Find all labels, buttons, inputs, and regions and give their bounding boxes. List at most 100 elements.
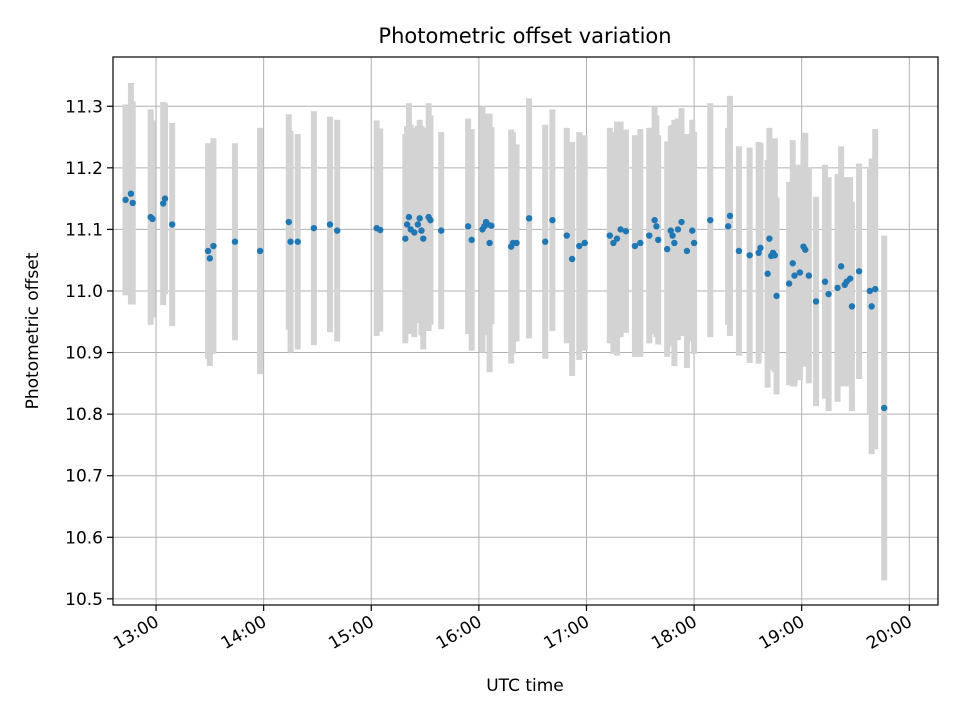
- data-point: [256, 247, 264, 255]
- data-point: [287, 238, 294, 245]
- data-point: [438, 227, 445, 234]
- data-point: [377, 226, 384, 234]
- data-point: [726, 212, 734, 220]
- data-point: [420, 235, 427, 242]
- data-point: [789, 260, 796, 267]
- data-point: [631, 242, 639, 250]
- data-point: [802, 246, 809, 253]
- data-point: [576, 242, 583, 250]
- data-point: [525, 215, 533, 222]
- data-point: [231, 238, 239, 245]
- data-point: [402, 235, 409, 242]
- data-point: [821, 278, 829, 285]
- data-point: [757, 244, 764, 252]
- data-point: [613, 235, 621, 242]
- data-point: [812, 298, 820, 305]
- data-point: [880, 404, 888, 412]
- data-point: [855, 268, 863, 275]
- data-point: [724, 223, 732, 230]
- data-point: [210, 242, 217, 250]
- data-point: [204, 247, 212, 255]
- data-point: [868, 303, 875, 310]
- data-point: [285, 218, 292, 226]
- data-point: [122, 196, 129, 204]
- data-point: [872, 285, 879, 293]
- data-point: [168, 221, 176, 228]
- data-point: [651, 216, 658, 224]
- data-point: [414, 221, 422, 228]
- data-point: [785, 280, 793, 287]
- y-tick-label: 11.1: [65, 220, 103, 240]
- data-point: [690, 239, 698, 247]
- data-point: [771, 252, 778, 259]
- data-point: [310, 224, 318, 232]
- data-point: [667, 227, 674, 234]
- y-axis: 10.5 10.6 10.7 10.8 10.9 11.0 11.1 11.2 11.3: [65, 97, 113, 610]
- data-point: [416, 215, 423, 222]
- y-tick-label: 10.8: [65, 405, 103, 425]
- y-tick-label: 10.5: [65, 590, 103, 610]
- data-point: [773, 292, 780, 300]
- y-tick-label: 11.3: [65, 97, 103, 117]
- y-tick-label: 11.0: [65, 282, 103, 302]
- data-point: [568, 255, 576, 263]
- data-point: [427, 216, 434, 224]
- data-point: [766, 235, 773, 242]
- data-point: [825, 290, 832, 298]
- grid: [113, 57, 938, 605]
- data-point: [678, 218, 685, 226]
- data-point: [206, 255, 214, 262]
- y-tick-label: 10.9: [65, 344, 103, 364]
- data-point: [411, 229, 418, 236]
- x-axis-label: UTC time: [486, 676, 564, 696]
- data-point: [834, 284, 841, 292]
- data-point: [689, 227, 696, 234]
- data-point: [637, 239, 644, 247]
- data-point: [669, 232, 676, 239]
- data-point: [671, 239, 678, 247]
- data-point: [837, 263, 845, 270]
- data-point: [735, 247, 743, 255]
- data-point: [866, 287, 874, 295]
- data-point: [791, 272, 798, 279]
- data-point: [149, 215, 156, 223]
- data-point: [418, 227, 425, 234]
- data-point: [294, 238, 301, 245]
- data-point: [160, 200, 167, 207]
- data-point: [848, 303, 856, 310]
- data-point: [129, 199, 136, 207]
- data-point: [674, 226, 682, 233]
- data-point: [464, 223, 472, 230]
- data-point: [707, 216, 714, 224]
- data-point: [488, 222, 495, 229]
- data-point: [746, 252, 753, 259]
- data-point: [468, 236, 475, 244]
- chart-title: Photometric offset variation: [378, 24, 671, 48]
- data-point: [655, 236, 662, 244]
- data-point: [653, 223, 660, 230]
- data-point: [663, 245, 671, 253]
- data-point: [646, 232, 653, 239]
- data-point: [805, 272, 813, 279]
- plot-frame: [112, 56, 939, 606]
- data-point: [606, 232, 613, 239]
- data-point: [486, 239, 493, 247]
- data-points: [122, 190, 888, 412]
- data-point: [581, 239, 588, 247]
- data-point: [755, 249, 762, 257]
- data-point: [513, 239, 520, 247]
- data-point: [326, 221, 334, 228]
- data-point: [796, 269, 804, 276]
- data-point: [127, 190, 135, 197]
- data-point: [846, 275, 854, 282]
- y-axis-label: Photometric offset: [23, 252, 43, 409]
- y-tick-label: 10.6: [65, 528, 103, 548]
- data-point: [622, 228, 630, 235]
- y-tick-label: 11.2: [65, 159, 103, 179]
- data-point: [333, 227, 341, 234]
- data-point: [549, 216, 556, 224]
- data-point: [563, 232, 570, 239]
- data-point: [542, 238, 549, 245]
- data-point: [683, 247, 691, 255]
